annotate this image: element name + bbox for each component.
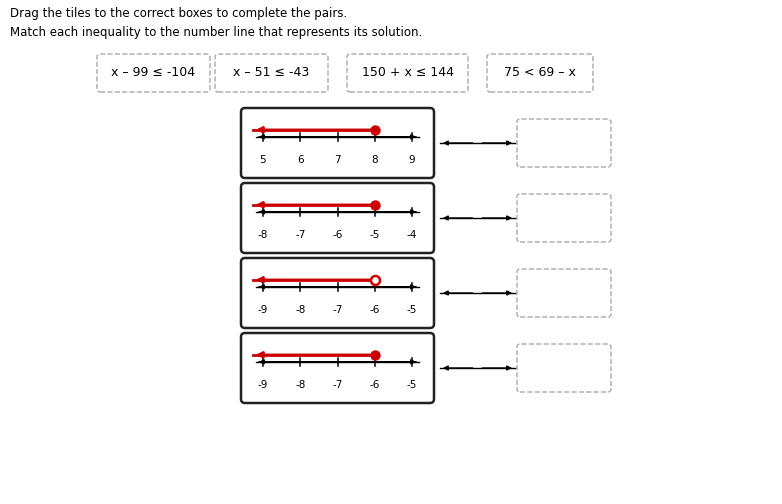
Text: -6: -6 xyxy=(332,230,343,240)
Text: 9: 9 xyxy=(409,155,415,165)
FancyBboxPatch shape xyxy=(487,54,593,92)
Text: 6: 6 xyxy=(297,155,303,165)
Text: x – 99 ≤ -104: x – 99 ≤ -104 xyxy=(112,67,196,80)
Text: -5: -5 xyxy=(407,381,417,391)
FancyBboxPatch shape xyxy=(241,183,434,253)
Text: Drag the tiles to the correct boxes to complete the pairs.: Drag the tiles to the correct boxes to c… xyxy=(10,7,347,20)
FancyBboxPatch shape xyxy=(517,269,611,317)
Text: 5: 5 xyxy=(260,155,267,165)
FancyBboxPatch shape xyxy=(215,54,328,92)
Text: -4: -4 xyxy=(407,230,417,240)
Text: 75 < 69 – x: 75 < 69 – x xyxy=(504,67,576,80)
Text: -8: -8 xyxy=(258,230,268,240)
FancyBboxPatch shape xyxy=(517,194,611,242)
Text: -8: -8 xyxy=(295,305,306,316)
FancyBboxPatch shape xyxy=(241,258,434,328)
FancyBboxPatch shape xyxy=(517,344,611,392)
Text: -8: -8 xyxy=(295,381,306,391)
Text: -6: -6 xyxy=(370,305,380,316)
FancyBboxPatch shape xyxy=(97,54,210,92)
Text: 8: 8 xyxy=(371,155,378,165)
Text: -7: -7 xyxy=(332,305,343,316)
Text: -5: -5 xyxy=(370,230,380,240)
FancyBboxPatch shape xyxy=(241,333,434,403)
FancyBboxPatch shape xyxy=(517,119,611,167)
Text: -9: -9 xyxy=(258,381,268,391)
Text: -5: -5 xyxy=(407,305,417,316)
FancyBboxPatch shape xyxy=(241,108,434,178)
Text: Match each inequality to the number line that represents its solution.: Match each inequality to the number line… xyxy=(10,26,422,39)
Text: 150 + x ≤ 144: 150 + x ≤ 144 xyxy=(361,67,454,80)
Text: -7: -7 xyxy=(295,230,306,240)
FancyBboxPatch shape xyxy=(347,54,468,92)
Text: x – 51 ≤ -43: x – 51 ≤ -43 xyxy=(233,67,310,80)
Text: -6: -6 xyxy=(370,381,380,391)
Text: -7: -7 xyxy=(332,381,343,391)
Text: -9: -9 xyxy=(258,305,268,316)
Text: 7: 7 xyxy=(334,155,341,165)
